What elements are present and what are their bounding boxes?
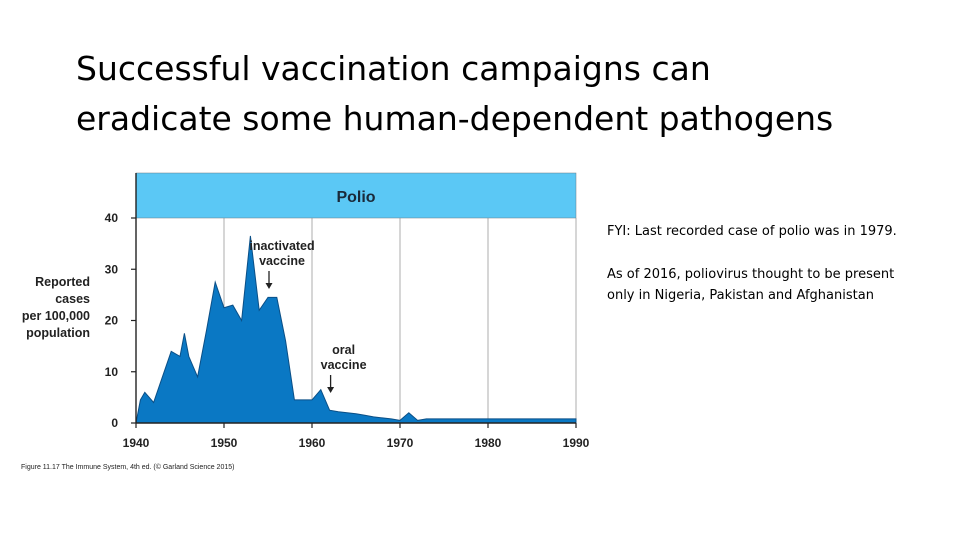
- y-axis-label-line-3: per 100,000: [22, 309, 90, 323]
- y-axis-label-line-2: cases: [55, 292, 90, 306]
- y-axis-label-line-1: Reported: [35, 275, 90, 289]
- annotation-2-line-1: oral: [332, 343, 355, 357]
- chart-title: Polio: [336, 189, 375, 206]
- y-axis-label-line-4: population: [26, 326, 90, 340]
- y-tick-label-10: 10: [105, 365, 119, 379]
- x-tick-label-1970: 1970: [387, 436, 414, 450]
- x-tick-label-1950: 1950: [211, 436, 238, 450]
- chart-header-band: [135, 172, 577, 219]
- figure-credit: Figure 11.17 The Immune System, 4th ed. …: [21, 464, 235, 471]
- slide-title: Successful vaccination campaigns can era…: [76, 44, 936, 144]
- poliovirus-presence-line-1: As of 2016, poliovirus thought to be pre…: [607, 267, 895, 282]
- poliovirus-presence-line-2: only in Nigeria, Pakistan and Afghanista…: [607, 288, 874, 303]
- fyi-note: FYI: Last recorded case of polio was in …: [607, 224, 897, 239]
- y-tick-label-20: 20: [105, 314, 119, 328]
- annotation-1-line-1: inactivated: [249, 239, 314, 253]
- poliovirus-presence-note: As of 2016, poliovirus thought to be pre…: [607, 264, 947, 306]
- annotation-2-arrow-head: [327, 387, 335, 393]
- annotation-2-line-2: vaccine: [321, 358, 367, 372]
- x-tick-label-1940: 1940: [123, 436, 150, 450]
- x-tick-label-1960: 1960: [299, 436, 326, 450]
- polio-cases-area: [135, 235, 577, 424]
- x-tick-label-1980: 1980: [475, 436, 502, 450]
- slide-title-line-1: Successful vaccination campaigns can: [76, 49, 711, 88]
- y-tick-label-30: 30: [105, 262, 119, 276]
- annotation-1-arrow-head: [265, 283, 273, 289]
- annotation-1-line-2: vaccine: [259, 254, 305, 268]
- x-tick-label-1990: 1990: [563, 436, 590, 450]
- slide-title-line-2: eradicate some human-dependent pathogens: [76, 99, 834, 138]
- y-tick-label-40: 40: [105, 211, 119, 225]
- y-tick-label-0: 0: [111, 416, 118, 430]
